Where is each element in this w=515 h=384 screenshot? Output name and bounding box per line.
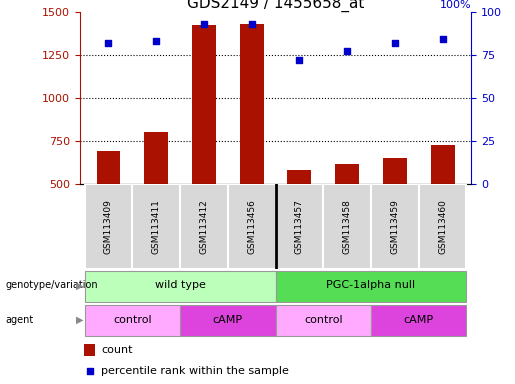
Text: genotype/variation: genotype/variation <box>5 280 98 290</box>
Text: GSM113412: GSM113412 <box>199 199 209 254</box>
Text: GSM113409: GSM113409 <box>104 199 113 254</box>
Point <box>85 368 94 374</box>
Text: agent: agent <box>5 315 33 325</box>
Text: ▶: ▶ <box>76 280 84 290</box>
Bar <box>335 164 359 184</box>
Text: wild type: wild type <box>154 280 205 290</box>
Bar <box>84 271 276 302</box>
Point <box>105 40 113 46</box>
Point <box>295 57 303 63</box>
Bar <box>383 158 407 184</box>
Bar <box>192 25 216 184</box>
Text: control: control <box>304 315 342 325</box>
Bar <box>84 184 132 269</box>
Text: 100%: 100% <box>440 0 471 10</box>
Bar <box>144 132 168 184</box>
Bar <box>419 184 467 269</box>
Text: GSM113460: GSM113460 <box>438 199 447 254</box>
Text: GSM113458: GSM113458 <box>342 199 352 254</box>
Text: GSM113456: GSM113456 <box>247 199 256 254</box>
Bar <box>180 184 228 269</box>
Bar <box>287 170 312 184</box>
Text: PGC-1alpha null: PGC-1alpha null <box>327 280 416 290</box>
Bar <box>180 305 276 336</box>
Text: percentile rank within the sample: percentile rank within the sample <box>101 366 289 376</box>
Point <box>200 20 208 27</box>
Point <box>152 38 160 44</box>
Text: cAMP: cAMP <box>404 315 434 325</box>
Point <box>438 36 447 42</box>
Bar <box>371 184 419 269</box>
Text: cAMP: cAMP <box>213 315 243 325</box>
Point <box>343 48 351 55</box>
Point <box>391 40 399 46</box>
Text: GSM113411: GSM113411 <box>152 199 161 254</box>
Point <box>248 20 256 27</box>
Bar <box>96 152 121 184</box>
Bar <box>239 24 264 184</box>
Title: GDS2149 / 1455658_at: GDS2149 / 1455658_at <box>187 0 364 12</box>
Bar <box>228 184 276 269</box>
Bar <box>323 184 371 269</box>
Text: control: control <box>113 315 151 325</box>
Bar <box>132 184 180 269</box>
Bar <box>276 271 467 302</box>
Bar <box>276 305 371 336</box>
Text: ▶: ▶ <box>76 315 84 325</box>
Text: count: count <box>101 345 133 355</box>
Text: GSM113459: GSM113459 <box>390 199 399 254</box>
Bar <box>276 184 323 269</box>
Bar <box>84 305 180 336</box>
Bar <box>84 344 95 356</box>
Bar <box>431 145 455 184</box>
Text: GSM113457: GSM113457 <box>295 199 304 254</box>
Bar <box>371 305 467 336</box>
